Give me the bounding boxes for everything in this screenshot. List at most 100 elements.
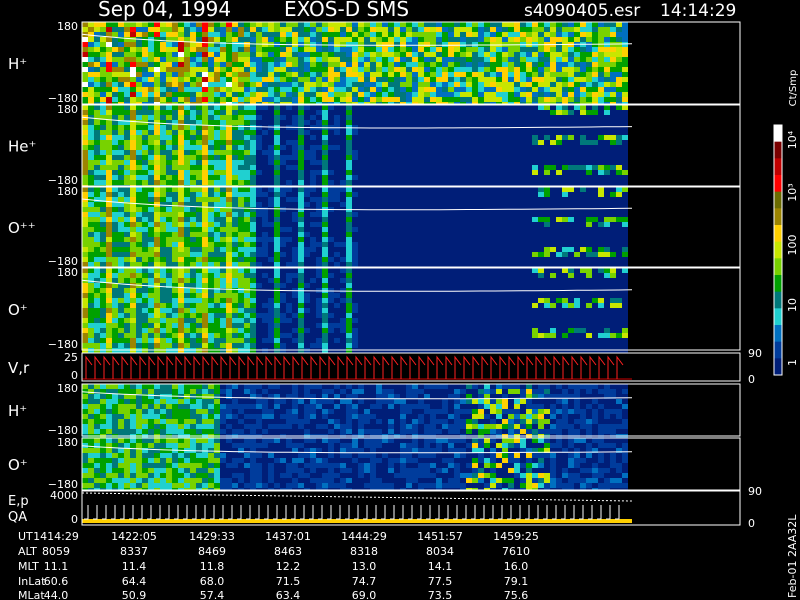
spec-cell [280, 197, 286, 202]
spec-cell [136, 145, 142, 150]
spec-cell [514, 227, 520, 232]
spec-cell [310, 242, 316, 247]
spec-cell [154, 323, 160, 328]
spec-cell [586, 77, 592, 82]
spec-cell [436, 97, 442, 102]
spec-cell [448, 232, 454, 237]
spec-cell [448, 227, 454, 232]
spec-cell [124, 47, 130, 52]
spec-cell [484, 165, 490, 170]
spec-cell [412, 160, 418, 165]
spec-cell [220, 303, 226, 308]
spec-cell [184, 187, 190, 192]
spec-cell [238, 130, 244, 135]
spec-cell [160, 207, 166, 212]
spec-cell [244, 165, 250, 170]
spec-cell [136, 197, 142, 202]
spec-cell [580, 212, 586, 217]
spec-cell [130, 293, 136, 298]
spec-cell [208, 318, 214, 323]
spec-cell [370, 105, 376, 110]
spec-cell [172, 212, 178, 217]
spec-cell [316, 187, 322, 192]
spec-cell [400, 135, 406, 140]
spec-cell [220, 257, 226, 262]
spec-cell [574, 52, 580, 57]
spec-cell [136, 47, 142, 52]
spec-cell [124, 57, 130, 62]
spec-cell [130, 110, 136, 115]
spec-cell [526, 247, 532, 252]
spec-cell [292, 150, 298, 155]
spec-cell [226, 67, 232, 72]
spec-cell [82, 97, 88, 102]
spec-cell [214, 313, 220, 318]
spec-cell [106, 187, 112, 192]
spec-cell [304, 237, 310, 242]
spec-cell [394, 187, 400, 192]
spec-cell [190, 175, 196, 180]
spec-cell [568, 82, 574, 87]
spec-cell [160, 343, 166, 348]
spec-cell [160, 192, 166, 197]
spec-cell [370, 155, 376, 160]
spec-cell [130, 298, 136, 303]
spec-cell [106, 202, 112, 207]
spec-cell [562, 252, 568, 257]
spec-cell [568, 32, 574, 37]
spec-cell [214, 87, 220, 92]
spec-cell [586, 22, 592, 27]
spec-cell [220, 278, 226, 283]
spec-cell [166, 268, 172, 273]
spec-cell [286, 27, 292, 32]
spec-cell [208, 92, 214, 97]
spec-cell [166, 308, 172, 313]
spec-cell [130, 82, 136, 87]
spec-cell [184, 105, 190, 110]
spec-cell [94, 115, 100, 120]
spec-cell [274, 92, 280, 97]
spec-cell [214, 262, 220, 267]
spec-cell [526, 97, 532, 102]
spec-cell [472, 217, 478, 222]
spec-cell [142, 165, 148, 170]
spec-cell [160, 333, 166, 338]
spec-cell [436, 67, 442, 72]
spec-cell [622, 227, 628, 232]
spec-cell [100, 32, 106, 37]
spec-cell [94, 252, 100, 257]
spec-cell [502, 257, 508, 262]
spec-cell [622, 115, 628, 120]
spec-cell [610, 217, 616, 222]
spec-cell [508, 62, 514, 67]
spec-cell [292, 82, 298, 87]
spec-cell [106, 135, 112, 140]
spec-cell [370, 120, 376, 125]
spec-cell [292, 232, 298, 237]
spec-cell [346, 32, 352, 37]
spec-cell [604, 110, 610, 115]
spec-cell [502, 160, 508, 165]
spec-cell [196, 72, 202, 77]
spec-cell [574, 82, 580, 87]
spec-cell [544, 110, 550, 115]
spec-cell [154, 207, 160, 212]
spec-cell [244, 175, 250, 180]
spec-cell [544, 160, 550, 165]
spec-cell [88, 212, 94, 217]
spec-cell [352, 120, 358, 125]
spec-cell [100, 180, 106, 185]
spec-cell [622, 22, 628, 27]
spec-cell [514, 130, 520, 135]
spec-cell [388, 257, 394, 262]
spec-cell [124, 97, 130, 102]
spec-cell [364, 130, 370, 135]
spec-cell [544, 192, 550, 197]
spec-cell [502, 197, 508, 202]
spec-cell [568, 242, 574, 247]
spec-cell [154, 288, 160, 293]
spec-cell [94, 242, 100, 247]
spec-cell [520, 155, 526, 160]
spec-cell [232, 22, 238, 27]
spec-cell [82, 47, 88, 52]
